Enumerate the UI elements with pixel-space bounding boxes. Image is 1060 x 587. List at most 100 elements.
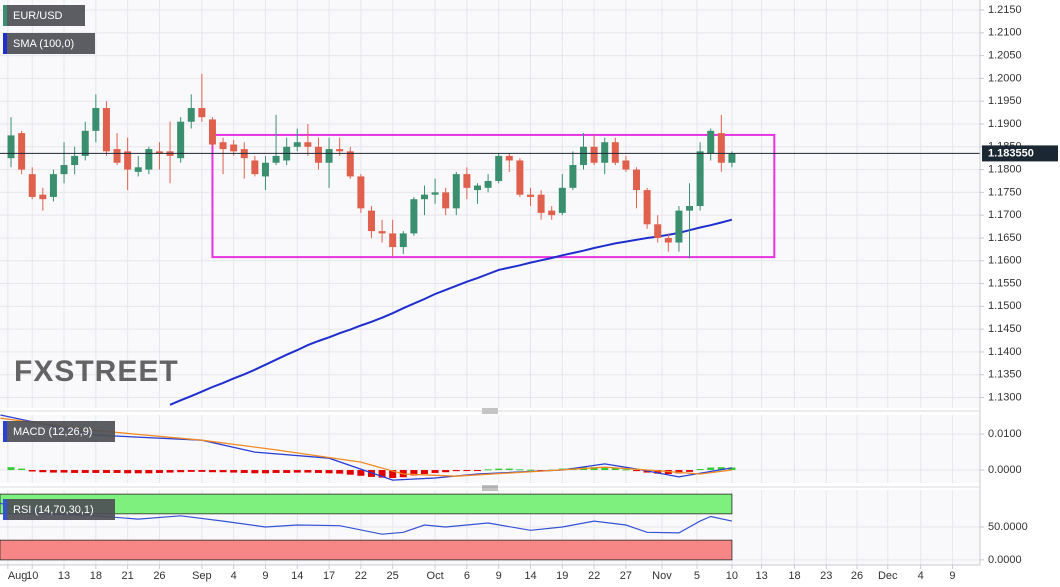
x-tick-label: 13	[58, 570, 70, 582]
candle-body	[261, 162, 269, 177]
histogram-bar	[177, 470, 185, 473]
candle-body	[558, 187, 566, 213]
price-pane	[0, 0, 980, 408]
x-tick-label: 18	[788, 570, 800, 582]
histogram-bar	[675, 470, 683, 474]
candle-body	[633, 169, 641, 191]
histogram-bar	[516, 469, 524, 471]
candle-body	[18, 133, 26, 170]
histogram-bar	[113, 470, 121, 473]
x-tick-label: 23	[820, 570, 832, 582]
y-tick-label: 1.1600	[988, 255, 1022, 267]
x-tick-label: Oct	[427, 570, 444, 582]
histogram-bar	[240, 470, 248, 473]
candle-body	[367, 210, 375, 232]
histogram-bar	[431, 470, 439, 473]
candle-body	[548, 210, 556, 216]
histogram-bar	[707, 467, 715, 471]
candle-body	[452, 174, 460, 209]
candle-body	[484, 180, 492, 188]
candle-body	[28, 174, 36, 197]
histogram-bar	[71, 470, 79, 473]
x-tick-label: 25	[387, 570, 399, 582]
candle-body	[272, 155, 280, 163]
histogram-bar	[336, 470, 344, 474]
histogram-bar	[81, 470, 89, 473]
x-tick-label: Dec	[878, 570, 898, 582]
x-tick-label: 9	[496, 570, 502, 582]
candle-body	[569, 165, 577, 188]
candle-body	[675, 210, 683, 243]
candle-body	[198, 108, 206, 118]
candle-body	[304, 142, 312, 147]
candle-body	[187, 108, 195, 122]
label-text: MACD (12,26,9)	[13, 426, 92, 438]
x-tick-label: Nov	[652, 570, 672, 582]
histogram-bar	[717, 467, 725, 471]
candle-body	[728, 153, 736, 163]
candle-body	[219, 142, 227, 150]
candle-body	[145, 149, 153, 170]
candle-body	[81, 130, 89, 156]
candle-body	[336, 149, 344, 152]
y-tick-label: 1.2150	[988, 4, 1022, 16]
x-tick-label: 10	[726, 570, 738, 582]
candle-body	[696, 151, 704, 207]
last-price-label: 1.183550	[988, 147, 1034, 159]
histogram-bar	[484, 469, 492, 471]
histogram-bar	[357, 470, 365, 476]
histogram-bar	[198, 470, 206, 472]
candle-body	[177, 121, 185, 159]
histogram-bar	[346, 470, 354, 475]
histogram-bar	[219, 470, 227, 473]
candle-body	[124, 151, 132, 170]
histogram-bar	[155, 470, 163, 473]
candle-body	[357, 176, 365, 209]
y-tick-label: 1.2100	[988, 27, 1022, 39]
candle-body	[622, 160, 630, 170]
y-tick-label: 1.1400	[988, 346, 1022, 358]
candle-body	[590, 146, 598, 163]
watermark: FXSTREET	[14, 355, 179, 388]
x-tick-label: 19	[556, 570, 568, 582]
x-tick-label: 9	[949, 570, 955, 582]
candle-body	[420, 194, 428, 200]
candle-body	[399, 233, 407, 248]
histogram-bar	[39, 470, 47, 473]
histogram-bar	[728, 467, 736, 471]
overlay-layer: 1.183550 EUR/USD SMA (100,0) MACD (12,26,9)…	[3, 5, 1058, 520]
rsi-line	[0, 502, 733, 535]
label-box	[3, 33, 95, 54]
candle-body	[113, 149, 121, 163]
histogram-bar	[28, 470, 36, 472]
marks: FXSTREET	[0, 73, 980, 535]
candle-body	[208, 119, 216, 145]
candle-body	[473, 185, 481, 191]
histogram-bar	[261, 470, 269, 474]
y-tick-label: 0.0000	[988, 464, 1022, 476]
candle-body	[654, 224, 662, 238]
range-box	[211, 133, 776, 259]
candle-body	[601, 142, 609, 163]
candle-body	[442, 192, 450, 209]
candle-body	[134, 167, 142, 172]
histogram-bar	[304, 470, 312, 473]
candle-body	[516, 160, 524, 195]
y-tick-label: 1.2050	[988, 50, 1022, 62]
resize-handle[interactable]	[482, 485, 498, 491]
x-tick-label: 9	[262, 570, 268, 582]
histogram-bar	[696, 468, 704, 471]
y-tick-label: 1.1950	[988, 95, 1022, 107]
histogram-bar	[601, 467, 609, 471]
histogram-bar	[102, 470, 110, 473]
histogram-bar	[208, 470, 216, 473]
x-tick-label: 6	[464, 570, 470, 582]
histogram-bar	[505, 468, 513, 471]
histogram-bar	[378, 470, 386, 478]
resize-handle[interactable]	[482, 408, 498, 414]
x-tick-label: Aug	[8, 570, 28, 582]
y-tick-label: 0.0000	[988, 554, 1022, 566]
label-text: SMA (100,0)	[13, 38, 74, 50]
histogram-bar	[526, 469, 534, 471]
x-tick-label: 4	[918, 570, 924, 582]
